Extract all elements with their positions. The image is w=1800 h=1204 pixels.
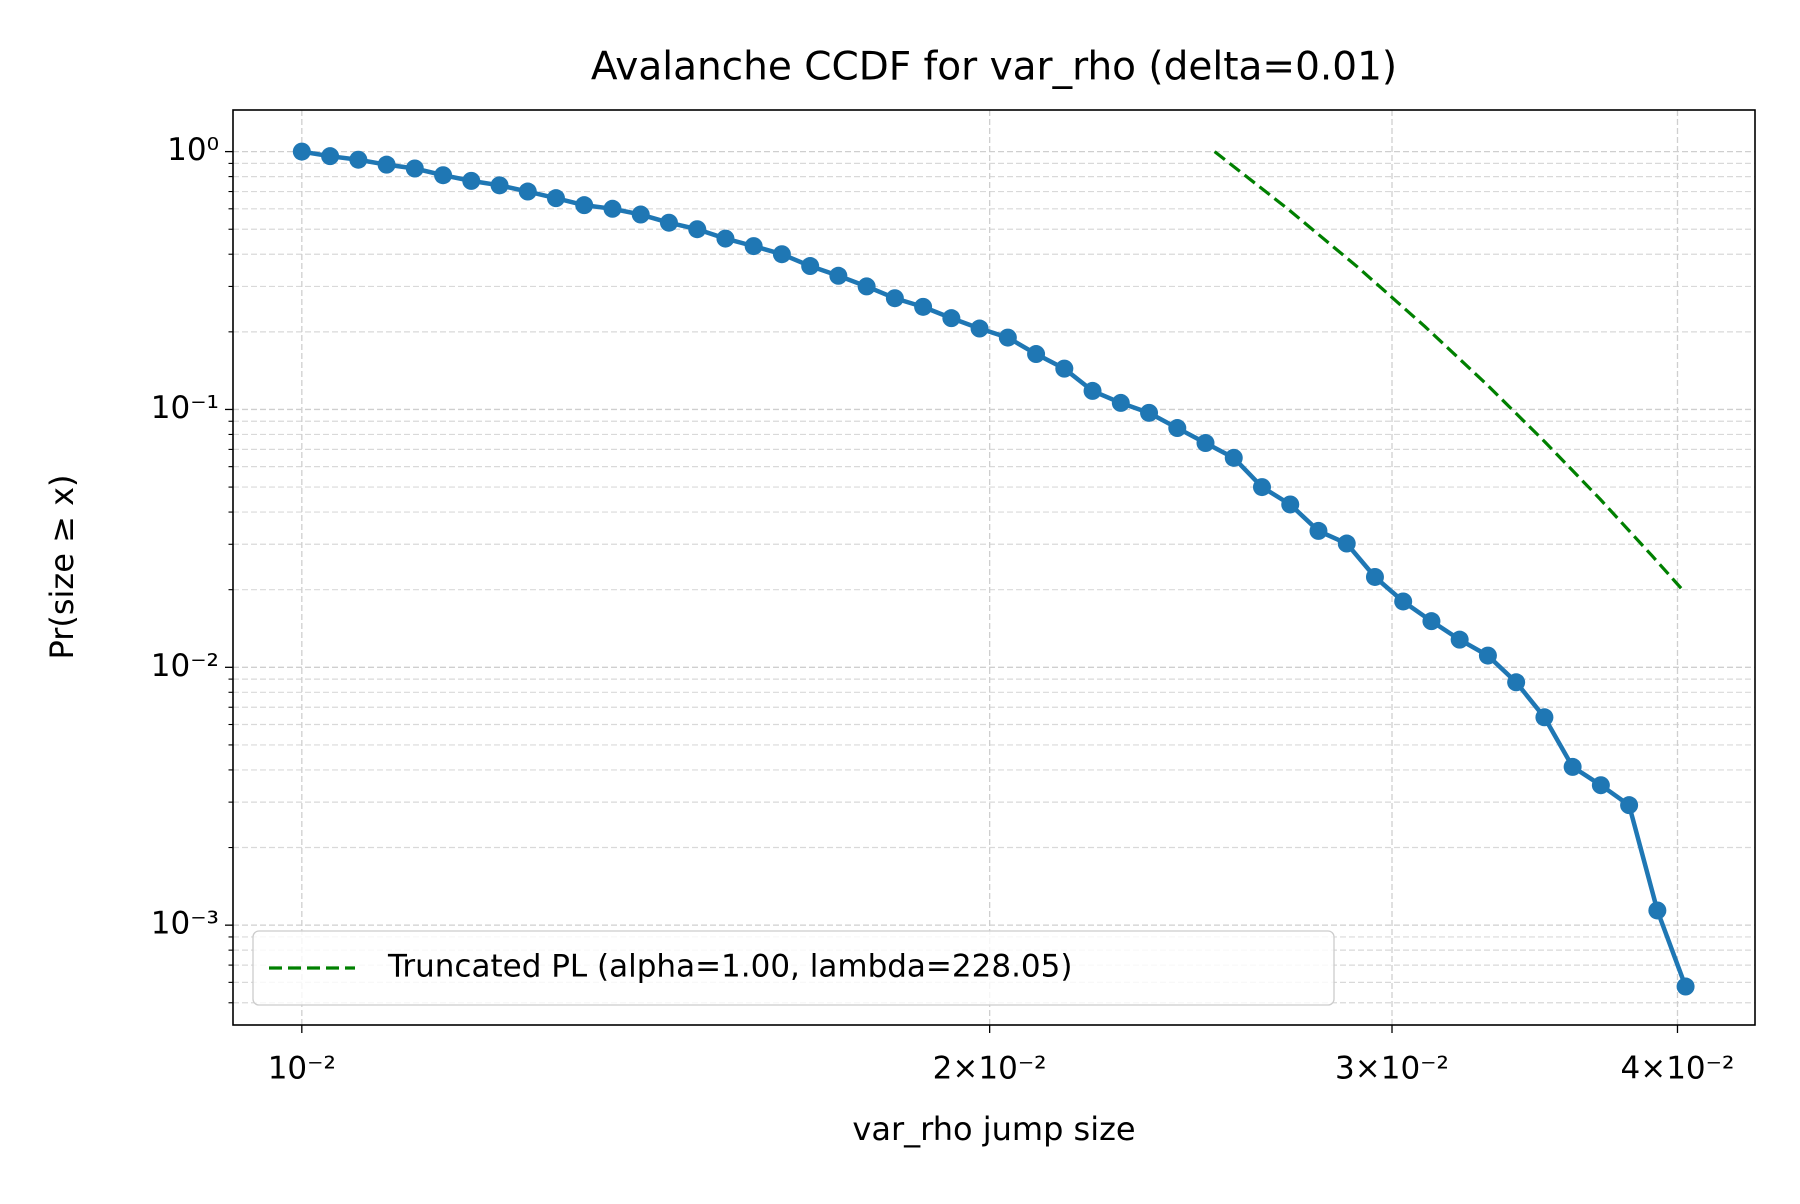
data-point: [857, 277, 876, 296]
data-point: [942, 309, 961, 328]
legend-label: Truncated PL (alpha=1.00, lambda=228.05): [387, 949, 1072, 985]
data-point: [772, 245, 791, 264]
data-point: [716, 229, 735, 248]
data-point: [631, 205, 650, 224]
data-point: [1224, 448, 1243, 467]
data-point: [1365, 567, 1384, 586]
x-tick-label: 10⁻²: [268, 1051, 336, 1087]
data-point: [462, 171, 481, 190]
x-tick-label: 4×10⁻²: [1621, 1051, 1735, 1087]
data-point: [546, 189, 565, 208]
data-point: [1563, 757, 1582, 776]
plot-frame: [232, 109, 1756, 1026]
legend-box: [252, 930, 1335, 1006]
data-point: [405, 159, 424, 178]
data-point: [688, 220, 707, 239]
data-point: [1507, 673, 1526, 692]
data-point: [1140, 403, 1159, 422]
data-point: [998, 328, 1017, 347]
grid: [233, 110, 1755, 1025]
data-point: [1337, 534, 1356, 553]
data-point: [1591, 776, 1610, 795]
data-point: [744, 237, 763, 256]
data-point: [603, 199, 622, 218]
data-point: [1620, 796, 1639, 815]
chart-title: Avalanche CCDF for var_rho (delta=0.01): [591, 45, 1397, 90]
data-point: [801, 257, 820, 276]
data-point: [1309, 521, 1328, 540]
data-point: [970, 319, 989, 338]
data-point: [1252, 478, 1271, 497]
data-point: [1450, 630, 1469, 649]
data-point: [1281, 495, 1300, 514]
data-point: [1422, 612, 1441, 631]
data-point: [490, 176, 509, 195]
data-point: [349, 150, 368, 169]
data-point: [659, 213, 678, 232]
data-point: [292, 142, 311, 161]
data-point: [1111, 393, 1130, 412]
legend: Truncated PL (alpha=1.00, lambda=228.05): [252, 930, 1335, 1006]
data-point: [1168, 419, 1187, 438]
data-point: [885, 289, 904, 308]
x-axis-label: var_rho jump size: [852, 1110, 1135, 1148]
y-tick-label: 10⁻²: [151, 648, 219, 684]
data-point: [1083, 381, 1102, 400]
y-tick-label: 10⁰: [167, 132, 219, 168]
y-tick-label: 10⁻¹: [151, 390, 219, 426]
y-tick-label: 10⁻³: [151, 906, 219, 942]
data-point: [1196, 434, 1215, 453]
data-point: [575, 196, 594, 215]
data-point: [1648, 901, 1667, 920]
data-point: [1478, 646, 1497, 665]
data-point: [1027, 345, 1046, 364]
data-point: [518, 182, 537, 201]
data-point: [434, 166, 453, 185]
data-point: [914, 297, 933, 316]
data-point: [1055, 359, 1074, 378]
x-tick-label: 3×10⁻²: [1335, 1051, 1449, 1087]
data-point: [829, 266, 848, 285]
y-axis-label: Pr(size ≥ x): [43, 475, 81, 660]
x-tick-label: 2×10⁻²: [933, 1051, 1047, 1087]
data-point: [377, 155, 396, 174]
data-point: [1676, 977, 1695, 996]
data-point: [1394, 592, 1413, 611]
series-line: [1213, 150, 1687, 594]
data-point: [1535, 708, 1554, 727]
data-point: [321, 147, 340, 166]
